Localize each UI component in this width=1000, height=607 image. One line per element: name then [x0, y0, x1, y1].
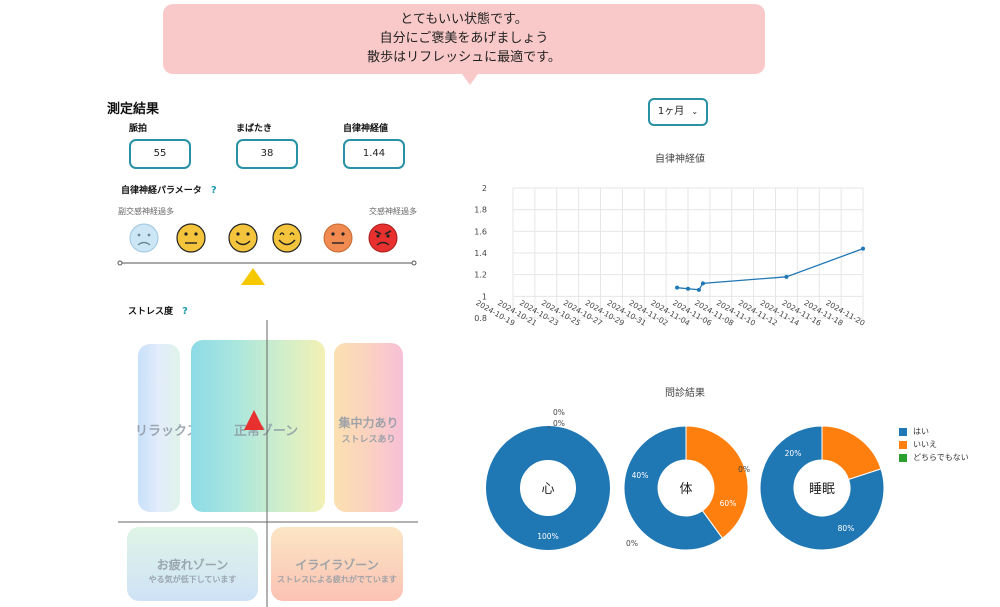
- angry-face-icon: [368, 223, 398, 253]
- legend-swatch-no: [899, 440, 907, 449]
- ans-position-marker: [241, 268, 265, 285]
- legend-swatch-neither: [899, 453, 907, 462]
- donut-slice[interactable]: [759, 425, 885, 551]
- results-title: 測定結果: [107, 102, 160, 117]
- ans-params-help-icon[interactable]: ?: [210, 185, 217, 196]
- tired-zone-label: お疲れゾーン: [156, 558, 229, 572]
- y-tick-label: 1.6: [474, 227, 487, 236]
- scale-end-left: [117, 260, 123, 266]
- legend-label-yes: はい: [913, 427, 929, 436]
- bubble-tail: [462, 74, 478, 85]
- ans-data-point[interactable]: [675, 285, 680, 290]
- ans-data-point[interactable]: [861, 246, 865, 251]
- scale-end-right: [411, 260, 417, 266]
- irritated-zone-label: イライラゾーン: [295, 558, 379, 572]
- relax-zone: [138, 344, 180, 512]
- y-tick-label: 1: [482, 292, 487, 301]
- tired-zone: [127, 527, 258, 601]
- donut-center-label: 体: [679, 482, 692, 497]
- donut-slice[interactable]: [486, 426, 610, 550]
- donut-center-label: 睡眠: [809, 482, 835, 497]
- questionnaire-donut-charts: 心 体 睡眠 100% 0% 0% 60% 40% 0% 80% 20% 0%: [486, 408, 885, 551]
- ans-params-title-text: 自律神経パラメータ: [121, 186, 202, 196]
- legend-swatch-yes: [899, 427, 907, 436]
- stress-title-text: ストレス度: [128, 307, 174, 317]
- advice-line-2: 自分にご褒美をあげましょう: [379, 31, 549, 46]
- donut-percent-label: 60%: [720, 499, 737, 508]
- donut-slice[interactable]: [623, 425, 724, 551]
- parasympathetic-label: 副交感神経過多: [118, 207, 174, 216]
- ans-series-line: [676, 248, 864, 291]
- legend-item-no[interactable]: いいえ: [899, 439, 969, 450]
- chevron-down-icon: ⌄: [691, 107, 699, 116]
- sad-blue-face-icon: [129, 223, 159, 253]
- ans-data-point[interactable]: [784, 274, 789, 279]
- pulse-value-box: 55: [129, 139, 191, 169]
- donut-percent-label: 40%: [632, 471, 649, 480]
- ans-data-point[interactable]: [686, 286, 690, 291]
- stress-axes: [118, 320, 418, 607]
- ans-value-box: 1.44: [343, 139, 405, 169]
- donut-legend: はい いいえ どちらでもない: [899, 426, 969, 463]
- ans-data-point[interactable]: [700, 281, 705, 286]
- legend-label-no: いいえ: [913, 440, 937, 449]
- irritated-zone-sublabel: ストレスによる疲れがでています: [277, 575, 397, 584]
- y-tick-label: 1.8: [474, 206, 487, 215]
- y-tick-label: 0.8: [474, 314, 487, 323]
- tired-zone-sublabel: やる気が低下しています: [148, 575, 237, 584]
- donut-center-label: 心: [541, 482, 554, 497]
- stress-position-marker: [244, 410, 264, 430]
- irritated-zone: [271, 527, 403, 601]
- donut-percent-label: 100%: [537, 532, 558, 541]
- y-tick-label: 2: [482, 184, 487, 193]
- smile-face-icon: [228, 223, 258, 253]
- donut-percent-label: 20%: [785, 449, 802, 458]
- stress-title: ストレス度 ?: [128, 304, 188, 317]
- ans-line-chart: 21.81.61.41.210.82024-10-192024-10-21202…: [474, 184, 866, 328]
- donut-slice[interactable]: [821, 425, 882, 480]
- donut-percent-label: 0%: [553, 408, 565, 417]
- ans-face-scale: [117, 223, 417, 285]
- focus-zone-sublabel: ストレスあり: [341, 435, 396, 445]
- happy-face-icon: [272, 223, 302, 253]
- donut-percent-label: 0%: [738, 465, 750, 474]
- legend-item-yes[interactable]: はい: [899, 426, 969, 437]
- donut-percent-label: 80%: [838, 524, 855, 533]
- blink-value-box: 38: [236, 139, 298, 169]
- focus-zone: [334, 343, 403, 512]
- legend-label-neither: どちらでもない: [913, 453, 969, 462]
- donut-percent-label: 0%: [553, 419, 565, 428]
- frown-face-icon: [323, 223, 353, 253]
- pulse-label: 脈拍: [129, 124, 148, 134]
- blink-label: まばたき: [236, 124, 273, 134]
- line-chart-title: 自律神経値: [655, 154, 705, 165]
- advice-bubble: とてもいい状態です。 自分にご褒美をあげましょう 散歩はリフレッシュに最適です。: [163, 4, 765, 74]
- ans-params-title: 自律神経パラメータ ?: [121, 183, 217, 196]
- neutral-face-icon: [176, 223, 206, 253]
- relax-zone-label: リラックス: [135, 424, 200, 439]
- donut-percent-label: 0%: [626, 539, 638, 548]
- advice-line-3: 散歩はリフレッシュに最適です。: [367, 50, 561, 65]
- legend-item-neither[interactable]: どちらでもない: [899, 452, 969, 463]
- period-select[interactable]: 1ヶ月 ⌄: [648, 98, 708, 126]
- period-select-value: 1ヶ月: [657, 106, 685, 117]
- ans-label: 自律神経値: [343, 124, 389, 134]
- y-tick-label: 1.4: [474, 249, 487, 258]
- stress-help-icon[interactable]: ?: [182, 306, 188, 317]
- advice-line-1: とてもいい状態です。: [400, 12, 528, 27]
- sympathetic-label: 交感神経過多: [369, 207, 417, 216]
- donut-slice[interactable]: [685, 425, 749, 539]
- ans-data-point[interactable]: [696, 287, 701, 292]
- y-tick-label: 1.2: [474, 271, 487, 280]
- donut-chart-title: 問診結果: [665, 388, 705, 399]
- focus-zone-label: 集中力あり: [338, 416, 399, 430]
